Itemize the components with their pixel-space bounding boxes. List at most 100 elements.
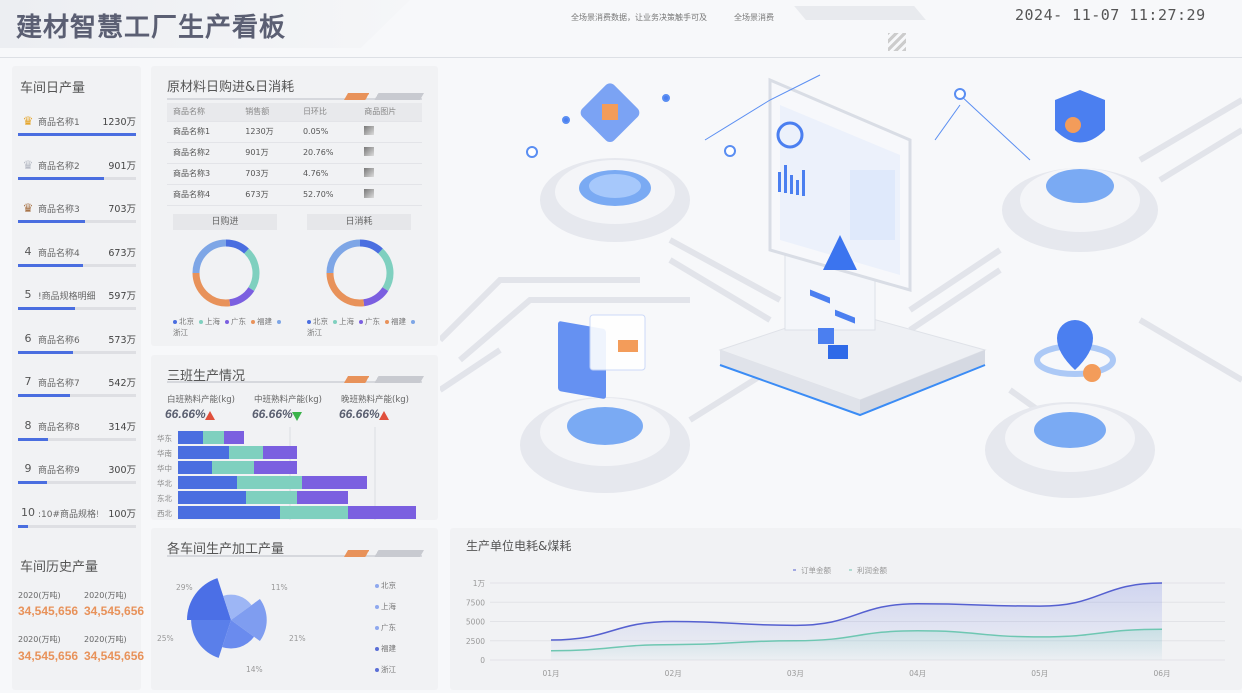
- progress-track: [18, 263, 136, 267]
- legend-dot: [225, 320, 229, 324]
- rank-value: 597万: [108, 291, 136, 302]
- rank-value: 542万: [108, 378, 136, 389]
- circuit-lines: [440, 97, 1242, 443]
- kpi-label: 中班熟料产能(kg): [254, 395, 322, 405]
- table-cell: 4.76%: [296, 163, 359, 185]
- x-tick-label: 03月: [787, 669, 804, 678]
- legend-item: 福建: [385, 317, 406, 326]
- kpi-value: 66.66%: [165, 407, 206, 421]
- legend-label: 北京: [381, 581, 396, 590]
- product-thumbnail[interactable]: [364, 147, 375, 156]
- trend-up-icon: [205, 411, 215, 420]
- donut-slice: [243, 248, 260, 291]
- legend-dot: [333, 320, 337, 324]
- header: 建材智慧工厂生产看板 全场景消费数据，让业务决策触手可及 全场景消费 2024-…: [0, 0, 1242, 58]
- legend-dot: [385, 320, 389, 324]
- rank-value: 673万: [108, 247, 136, 259]
- legend-dot: [411, 320, 415, 324]
- rose-label: 21%: [289, 634, 306, 643]
- central-monitor: [718, 77, 987, 417]
- rank-value: 573万: [108, 334, 136, 346]
- history-title: 车间历史产量: [20, 560, 99, 575]
- history-value: 34,545,656: [84, 649, 145, 663]
- donut-slice: [377, 248, 394, 291]
- legend-label: 浙江: [307, 328, 322, 337]
- legend-dot: [307, 320, 311, 324]
- history-label: 2020(万吨): [18, 635, 61, 644]
- table-cell: 1230万: [239, 121, 297, 143]
- legend-label: 利润金额: [857, 565, 887, 575]
- panel-title: 各车间生产加工产量: [167, 542, 285, 557]
- product-thumbnail[interactable]: [364, 189, 375, 198]
- rose-slice: [231, 599, 267, 641]
- bar-category-label: 华南: [157, 448, 172, 458]
- table-row: 商品名称2 901万 20.76%: [167, 142, 422, 164]
- legend-item: 浙江: [375, 664, 396, 675]
- progress-track: [18, 176, 136, 180]
- legend-item: 北京: [173, 317, 194, 326]
- legend-dot: [277, 320, 281, 324]
- donut-slice: [359, 239, 383, 254]
- rank-number: 7: [24, 375, 32, 388]
- rank-name: 商品名称7: [38, 379, 80, 389]
- rose-slice: [187, 578, 231, 620]
- table-cell: 商品名称4: [167, 184, 240, 206]
- title-deco: [343, 376, 425, 383]
- legend-label: 上海: [339, 317, 354, 326]
- progress-fill: [18, 394, 71, 397]
- kpi-label: 晚班熟料产能(kg): [341, 395, 409, 405]
- legend-label: 北京: [313, 317, 328, 326]
- product-thumbnail[interactable]: [364, 126, 375, 135]
- rank-item: 7 商品名称7 542万: [18, 371, 136, 411]
- bar-segment: [203, 431, 224, 444]
- product-thumbnail[interactable]: [364, 168, 375, 177]
- progress-fill: [18, 263, 83, 267]
- rose-label: 11%: [271, 583, 288, 592]
- rank-name: 商品名称1: [38, 118, 80, 128]
- rank-name: 商品名称4: [38, 248, 80, 259]
- table-cell: 0.05%: [296, 121, 359, 143]
- history-value: 34,545,656: [84, 604, 145, 618]
- y-tick-label: 7500: [466, 598, 485, 607]
- bar-segment: [178, 431, 203, 444]
- location-pin-icon: [1034, 320, 1116, 382]
- column-header: 日环比: [296, 103, 359, 122]
- rank-item: 10 :10#商品规格! 100万: [18, 502, 136, 542]
- legend-item: 广东: [375, 622, 396, 633]
- legend-item: 北京: [307, 317, 328, 326]
- bar-segment: [178, 476, 237, 489]
- connector-lines: [704, 74, 1031, 161]
- legend-dot: [173, 320, 177, 324]
- panel-title: 三班生产情况: [167, 369, 246, 384]
- legend-dot: [251, 320, 255, 324]
- rank-name: 商品名称9: [38, 466, 80, 476]
- legend-item: 浙江: [173, 317, 283, 337]
- history-label: 2020(万吨): [84, 591, 127, 600]
- rank-name: :10#商品规格!: [38, 509, 98, 520]
- purchase-donut-chart: [192, 239, 260, 307]
- table-header: 商品名称 销售额 日环比 商品图片: [167, 103, 422, 122]
- legend-label: 广东: [365, 317, 380, 326]
- bar-category-label: 华北: [157, 478, 172, 488]
- table-row: 商品名称4 673万 52.70%: [167, 184, 422, 206]
- trend-up-icon: [379, 411, 389, 420]
- progress-track: [18, 481, 136, 484]
- legend-item: 上海: [333, 317, 354, 326]
- progress-fill: [18, 350, 73, 354]
- rank-value: 300万: [108, 465, 136, 476]
- bar-segment: [178, 461, 212, 474]
- bar-category-label: 华中: [157, 463, 172, 473]
- dashboard-window-icon: [558, 314, 646, 399]
- column-header: 商品图片: [358, 103, 422, 122]
- progress-fill: [18, 524, 28, 528]
- legend-label: 上海: [205, 317, 220, 326]
- table-row: 商品名称1 1230万 0.05%: [167, 121, 422, 143]
- legend-dot: [375, 668, 379, 672]
- legend-label: 福建: [381, 644, 396, 653]
- legend-dot: [375, 647, 379, 651]
- purchase-legend: 北京 上海 广东 福建浙江: [173, 316, 283, 338]
- header-tagline-2: 全场景消费: [734, 13, 774, 22]
- header-tagline: 全场景消费数据，让业务决策触手可及: [571, 13, 707, 22]
- rank-number: 4: [24, 244, 32, 258]
